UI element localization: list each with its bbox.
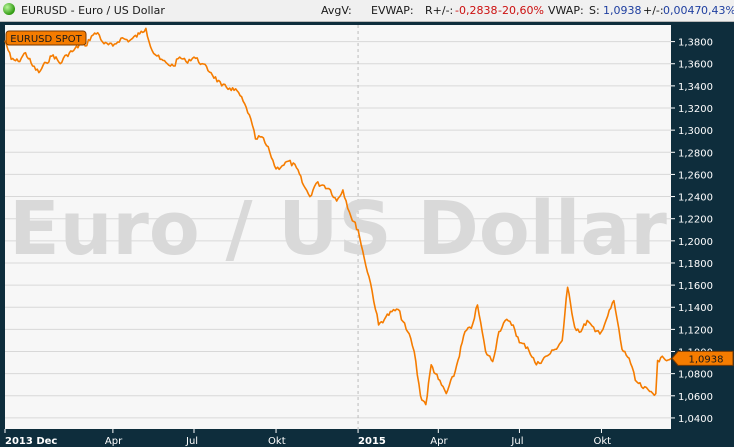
quote-header: EURUSD - Euro / US Dollar AvgV: EVWAP: R…	[0, 0, 734, 22]
y-tick-label: 1,0400	[678, 414, 713, 425]
change-pct-value: 0,43%	[701, 4, 734, 17]
y-tick-label: 1,1200	[678, 325, 713, 336]
y-tick-label: 1,2600	[678, 170, 713, 181]
plot-area[interactable]	[5, 25, 671, 429]
last-price-label: S:	[589, 4, 600, 17]
x-tick-label: Okt	[268, 436, 286, 447]
x-tick-label: 2013 Dec	[5, 436, 57, 447]
y-axis-ticks: 1,04001,06001,08001,10001,12001,14001,16…	[671, 38, 713, 425]
price-series-line	[4, 27, 672, 406]
y-tick-label: 1,3400	[678, 82, 713, 93]
y-tick-label: 1,3800	[678, 38, 713, 49]
last-price-value: 1,0938	[603, 4, 642, 17]
y-tick-label: 1,0600	[678, 392, 713, 403]
series-label: EURUSD SPOT	[10, 34, 82, 45]
x-tick-label: Jul	[185, 436, 198, 447]
y-tick-label: 1,3200	[678, 104, 713, 115]
y-tick-label: 1,0800	[678, 370, 713, 381]
price-chart[interactable]: Euro / US Dollar 1,04001,06001,08001,100…	[0, 22, 734, 447]
change-abs-value: 0,0047	[663, 4, 702, 17]
y-tick-label: 1,1800	[678, 259, 713, 270]
x-tick-label: 2015	[358, 436, 386, 447]
y-tick-label: 1,1600	[678, 281, 713, 292]
x-tick-label: Apr	[430, 436, 448, 447]
chart-watermark: Euro / US Dollar	[9, 186, 667, 272]
y-tick-label: 1,2000	[678, 237, 713, 248]
y-tick-label: 1,1400	[678, 303, 713, 314]
x-tick-label: Apr	[105, 436, 123, 447]
last-value-tag: 1,0938	[671, 350, 734, 366]
status-indicator-icon	[3, 3, 15, 15]
x-tick-label: Jul	[510, 436, 523, 447]
x-axis-ticks: 2013 Dec Apr Jul Okt 2015 Apr Jul Okt	[4, 429, 611, 447]
x-tick-label: Okt	[593, 436, 611, 447]
y-tick-label: 1,3600	[678, 60, 713, 71]
avgv-label: AvgV:	[321, 4, 352, 17]
y-tick-label: 1,3000	[678, 126, 713, 137]
range-label: R+/-:	[425, 4, 454, 17]
range-abs-value: -0,2838	[455, 4, 498, 17]
series-label-tag: EURUSD SPOT	[5, 30, 87, 46]
evwap-label: EVWAP:	[371, 4, 414, 17]
y-tick-label: 1,2400	[678, 193, 713, 204]
instrument-title: EURUSD - Euro / US Dollar	[21, 4, 165, 17]
y-tick-label: 1,2200	[678, 215, 713, 226]
y-tick-label: 1,2800	[678, 148, 713, 159]
vwap-label: VWAP:	[548, 4, 584, 17]
gridlines	[5, 41, 671, 419]
last-value-label: 1,0938	[689, 354, 724, 365]
change-label: +/-:	[643, 4, 664, 17]
range-pct-value: -20,60%	[498, 4, 544, 17]
